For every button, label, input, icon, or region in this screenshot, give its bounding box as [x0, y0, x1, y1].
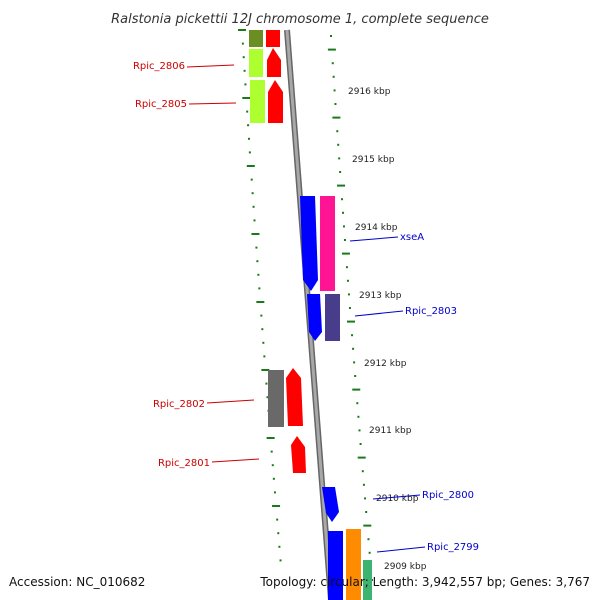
gene-blue-xseA-left[interactable]: [300, 196, 318, 291]
leader-line: [188, 102, 237, 105]
kbp-label: 2915 kbp: [352, 155, 395, 165]
gene-label-right[interactable]: Rpic_2800: [422, 490, 474, 501]
gene-block-red-top[interactable]: [266, 30, 280, 47]
gene-xseA[interactable]: [320, 196, 335, 291]
gene-Rpic_2806-partner[interactable]: [267, 48, 281, 77]
gene-Rpic_2806[interactable]: [249, 49, 263, 77]
kbp-label: 2914 kbp: [355, 223, 398, 233]
gene-block-olive[interactable]: [249, 30, 263, 47]
gene-blue-2799-left[interactable]: [328, 531, 343, 600]
gene-Rpic_2802-partner[interactable]: [286, 368, 303, 426]
gene-Rpic_2805-partner[interactable]: [268, 80, 283, 123]
leader-line: [206, 399, 255, 404]
gene-label-right[interactable]: Rpic_2803: [405, 306, 457, 317]
leader-line: [186, 64, 235, 68]
kbp-label: 2910 kbp: [376, 494, 419, 504]
gene-Rpic_2801[interactable]: [291, 436, 306, 473]
topology-summary: Topology: circular; Length: 3,942,557 bp…: [259, 575, 590, 589]
map-title: Ralstonia pickettii 12J chromosome 1, co…: [111, 12, 489, 27]
gene-label-right[interactable]: xseA: [400, 232, 424, 243]
leader-line: [354, 310, 404, 317]
gene-Rpic_2805[interactable]: [250, 80, 265, 123]
kbp-label: 2916 kbp: [348, 87, 391, 97]
gene-Rpic_2799[interactable]: [346, 529, 361, 600]
gene-label-left[interactable]: Rpic_2802: [153, 399, 205, 410]
kbp-label: 2913 kbp: [359, 291, 402, 301]
leader-line: [349, 236, 399, 242]
gene-blue-2803-left[interactable]: [307, 294, 322, 341]
gene-green-bottom[interactable]: [363, 560, 372, 600]
gene-Rpic_2802[interactable]: [268, 370, 284, 427]
gene-label-right[interactable]: Rpic_2799: [427, 542, 479, 553]
gene-labels: Rpic_2806 Rpic_2805 xseA Rpic_2803 Rpic_…: [133, 61, 479, 553]
gene-label-left[interactable]: Rpic_2806: [133, 61, 185, 72]
gene-Rpic_2800[interactable]: [322, 487, 339, 522]
leader-line: [376, 546, 426, 553]
leader-line: [211, 458, 260, 463]
gene-label-left[interactable]: Rpic_2805: [135, 99, 187, 110]
right-tick-strand: [327, 35, 373, 581]
gene-Rpic_2803[interactable]: [325, 294, 340, 341]
gene-blocks: [249, 30, 372, 600]
kbp-label: 2911 kbp: [369, 426, 412, 436]
left-tick-strand: [238, 29, 282, 562]
accession-text: Accession: NC_010682: [9, 575, 145, 589]
leader-line: [372, 494, 421, 500]
kbp-label: 2912 kbp: [364, 359, 407, 369]
kbp-scale: 2916 kbp 2915 kbp 2914 kbp 2913 kbp 2912…: [348, 87, 427, 572]
kbp-label: 2909 kbp: [384, 562, 427, 572]
gene-label-left[interactable]: Rpic_2801: [158, 458, 210, 469]
